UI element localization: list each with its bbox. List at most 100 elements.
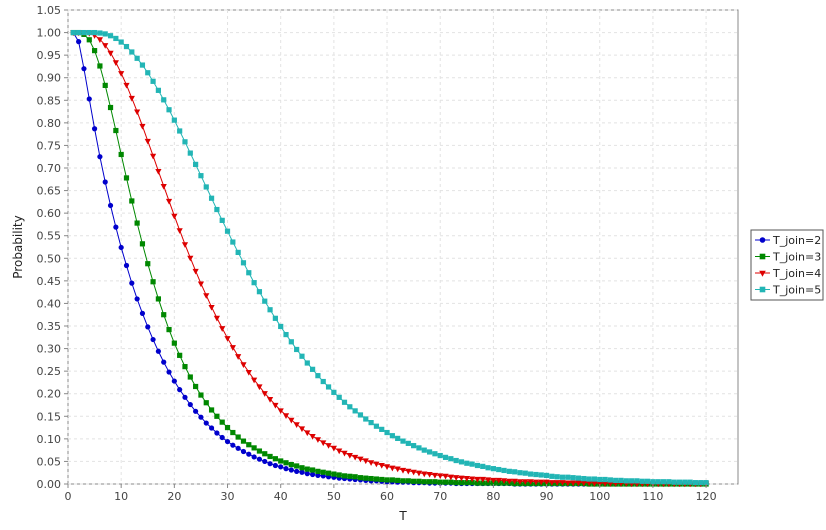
- data-point: [426, 449, 433, 455]
- data-point: [187, 255, 194, 262]
- data-point: [214, 430, 220, 436]
- y-tick-label: 0.50: [37, 252, 62, 265]
- data-point: [474, 480, 481, 486]
- data-point: [304, 466, 310, 472]
- data-point: [86, 96, 92, 102]
- data-point: [522, 479, 529, 485]
- data-point: [458, 480, 465, 486]
- data-point: [193, 383, 199, 390]
- data-point: [671, 479, 677, 485]
- data-point: [107, 104, 114, 111]
- data-point: [395, 477, 401, 483]
- data-point: [118, 151, 124, 158]
- data-point: [81, 66, 87, 72]
- y-tick-label: 0.10: [37, 433, 62, 446]
- data-point: [357, 475, 364, 481]
- data-point: [315, 472, 321, 479]
- data-point: [315, 373, 321, 379]
- data-point: [506, 468, 512, 474]
- data-point: [150, 279, 156, 285]
- data-point: [134, 55, 140, 61]
- y-tick-label: 0.65: [37, 185, 62, 198]
- data-point: [703, 480, 709, 486]
- data-point: [288, 461, 294, 468]
- data-point: [81, 29, 87, 36]
- data-point: [506, 478, 513, 485]
- data-point: [394, 466, 401, 473]
- data-point: [139, 310, 146, 316]
- data-point: [368, 420, 374, 426]
- data-point: [123, 82, 130, 89]
- data-point: [123, 43, 130, 50]
- x-tick-label: 20: [167, 490, 181, 503]
- data-point: [389, 433, 395, 439]
- data-point: [623, 478, 629, 484]
- data-point: [129, 49, 135, 55]
- data-point: [245, 369, 252, 376]
- data-point: [431, 472, 439, 479]
- data-point: [161, 97, 167, 103]
- data-point: [161, 359, 167, 365]
- data-point: [134, 220, 140, 226]
- data-point: [570, 475, 576, 481]
- data-point: [389, 477, 395, 483]
- data-point: [304, 360, 310, 366]
- data-point: [464, 460, 470, 466]
- data-point: [320, 469, 326, 475]
- data-point: [208, 304, 215, 311]
- data-point: [591, 480, 598, 487]
- data-point: [448, 456, 454, 462]
- data-point: [383, 464, 391, 470]
- data-point: [543, 479, 550, 486]
- data-point: [214, 413, 220, 419]
- data-point: [177, 387, 183, 393]
- data-point: [618, 477, 624, 483]
- data-point: [379, 476, 385, 483]
- data-point: [511, 478, 518, 485]
- data-point: [182, 139, 188, 145]
- x-tick-label: 120: [696, 490, 717, 503]
- data-point: [294, 468, 300, 474]
- data-point: [144, 138, 151, 145]
- legend-marker: [759, 237, 766, 243]
- grid-lines: [67, 9, 738, 485]
- data-point: [107, 33, 114, 39]
- data-point: [171, 340, 177, 346]
- data-point: [368, 475, 374, 482]
- data-point: [655, 479, 661, 485]
- data-point: [113, 35, 119, 42]
- data-point: [214, 206, 220, 213]
- data-point: [240, 260, 247, 266]
- data-point: [660, 479, 667, 485]
- y-tick-label: 1.05: [37, 4, 62, 17]
- data-point: [341, 399, 348, 405]
- data-point: [474, 462, 481, 469]
- data-point: [442, 479, 449, 485]
- data-point: [399, 467, 407, 474]
- data-point: [384, 429, 390, 436]
- data-point: [240, 362, 247, 368]
- data-point: [177, 352, 183, 358]
- x-tick-label: 0: [65, 490, 72, 503]
- data-point: [501, 467, 507, 474]
- data-point: [235, 434, 241, 440]
- data-point: [304, 471, 310, 477]
- data-point: [76, 39, 82, 45]
- data-point: [548, 480, 555, 486]
- data-point: [86, 37, 92, 43]
- data-point: [415, 470, 423, 477]
- data-point: [645, 478, 651, 484]
- data-point: [331, 471, 337, 477]
- data-point: [458, 475, 465, 482]
- data-point: [352, 474, 358, 480]
- data-point: [277, 408, 284, 415]
- y-tick-label: 0.70: [37, 162, 62, 175]
- data-point: [341, 450, 348, 457]
- data-point: [597, 476, 603, 483]
- data-point: [171, 378, 177, 384]
- data-point: [522, 470, 528, 476]
- y-tick-label: 0.35: [37, 320, 62, 333]
- data-point: [107, 50, 114, 57]
- data-point: [298, 426, 306, 433]
